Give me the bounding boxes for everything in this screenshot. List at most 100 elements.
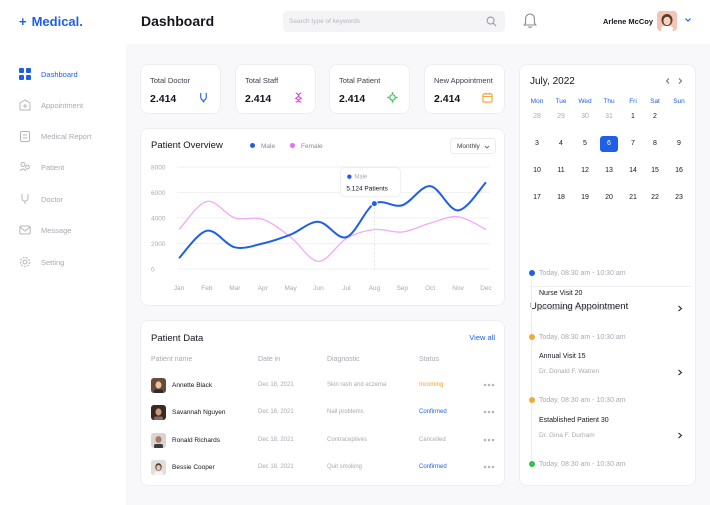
x-tick-label: Dec xyxy=(480,285,492,292)
calendar-day[interactable]: 19 xyxy=(581,194,589,201)
user-name[interactable]: Arlene McCoy xyxy=(603,17,654,26)
user-avatar[interactable] xyxy=(657,11,677,31)
clipboard-icon xyxy=(20,131,30,142)
calendar-day[interactable]: 4 xyxy=(559,140,563,147)
stat-card-total-staff[interactable]: Total Staff 2.414 xyxy=(235,64,316,114)
hospital-icon xyxy=(19,99,31,111)
table-row[interactable]: Annette Black Dec 18, 2021 Skin rash and… xyxy=(141,376,505,398)
calendar-day[interactable]: 31 xyxy=(605,113,613,120)
calendar-day[interactable]: 21 xyxy=(629,194,637,201)
more-options-icon[interactable] xyxy=(483,409,495,415)
table-row[interactable]: Bessie Cooper Dec 18, 2021 Quit smoking … xyxy=(141,458,505,480)
sidebar-item-doctor[interactable]: Doctor xyxy=(19,191,119,207)
stat-value: 2.414 xyxy=(150,93,177,105)
more-options-icon[interactable] xyxy=(483,382,495,388)
sidebar-item-patient[interactable]: Patient xyxy=(19,159,119,175)
calendar-day-name: Tue xyxy=(555,98,567,105)
calendar-day[interactable]: 18 xyxy=(557,194,565,201)
stethoscope-icon xyxy=(21,194,29,204)
calendar-day[interactable]: 15 xyxy=(651,167,659,174)
calendar-day-name: Sun xyxy=(673,98,685,105)
chevron-right-icon[interactable] xyxy=(677,369,683,376)
calendar-day[interactable]: 17 xyxy=(533,194,541,201)
stat-value: 2.414 xyxy=(339,93,366,105)
more-options-icon[interactable] xyxy=(483,464,495,470)
sidebar-item-message[interactable]: Message xyxy=(19,222,119,238)
calendar-day[interactable]: 16 xyxy=(675,167,683,174)
calendar-day[interactable]: 3 xyxy=(535,140,539,147)
column-header-diagnostic: Diagnostic xyxy=(327,356,360,363)
x-tick-label: Mar xyxy=(229,285,241,292)
highlight-point[interactable] xyxy=(370,200,378,208)
sidebar-item-medical-report[interactable]: Medical Report xyxy=(19,128,119,144)
chevron-left-icon[interactable] xyxy=(664,77,672,85)
sidebar-item-setting[interactable]: Setting xyxy=(19,254,119,270)
calendar-icon xyxy=(482,92,493,103)
dna-icon xyxy=(294,92,303,103)
calendar-day[interactable]: 13 xyxy=(605,167,613,174)
chevron-right-icon[interactable] xyxy=(677,305,683,312)
x-tick-label: Jun xyxy=(313,285,324,292)
status-badge: Confirmed xyxy=(419,464,447,470)
calendar-day[interactable]: 12 xyxy=(581,167,589,174)
appointment-name[interactable]: Nurse Visit 20 xyxy=(539,290,583,297)
sidebar-item-appointment[interactable]: Appointment xyxy=(19,97,119,113)
timeline-dot xyxy=(529,334,535,340)
calendar-day[interactable]: 9 xyxy=(677,140,681,147)
calendar-day[interactable]: 10 xyxy=(533,167,541,174)
calendar-day[interactable]: 8 xyxy=(653,140,657,147)
stat-card-total-doctor[interactable]: Total Doctor 2.414 xyxy=(140,64,221,114)
more-options-icon[interactable] xyxy=(483,437,495,443)
table-row[interactable]: Ronald Richards Dec 18, 2021 Contracepti… xyxy=(141,431,505,453)
calendar-day[interactable]: 6 xyxy=(600,136,618,152)
patient-avatar xyxy=(151,460,166,475)
calendar-day[interactable]: 20 xyxy=(605,194,613,201)
bell-icon[interactable] xyxy=(522,12,538,30)
calendar-day[interactable]: 2 xyxy=(653,113,657,120)
calendar-day[interactable]: 14 xyxy=(629,167,637,174)
appointment-name[interactable]: Established Patient 30 xyxy=(539,417,609,424)
column-header-status: Status xyxy=(419,356,439,363)
calendar-day[interactable]: 28 xyxy=(533,113,541,120)
sidebar-item-label: Dashboard xyxy=(41,70,78,79)
column-header-date: Date in xyxy=(258,356,281,363)
brand-logo[interactable]: + Medical. xyxy=(19,14,83,29)
calendar-day[interactable]: 11 xyxy=(557,167,565,174)
patient-date: Dec 18, 2021 xyxy=(258,409,294,415)
stat-label: Total Staff xyxy=(245,76,279,85)
view-all-link[interactable]: View all xyxy=(469,333,495,342)
y-tick-label: 0 xyxy=(151,267,155,274)
tooltip-box xyxy=(339,167,401,198)
chevron-down-icon[interactable] xyxy=(684,16,692,24)
calendar-day[interactable]: 30 xyxy=(581,113,589,120)
envelope-icon xyxy=(19,225,31,235)
chevron-right-icon[interactable] xyxy=(676,77,684,85)
period-dropdown[interactable]: Monthly xyxy=(450,138,496,154)
sidebar-item-dashboard[interactable]: Dashboard xyxy=(19,66,119,82)
stat-card-new-appointment[interactable]: New Appointment 2.414 xyxy=(424,64,505,114)
appointment-doctor: Dr. Gina F. Durham xyxy=(539,432,595,439)
sidebar-item-label: Setting xyxy=(41,258,65,267)
appointment-name[interactable]: Annual Visit 15 xyxy=(539,353,586,360)
calendar-day[interactable]: 1 xyxy=(631,113,635,120)
stat-card-total-patient[interactable]: Total Patient 2.414 xyxy=(329,64,410,114)
calendar-day-name: Wed xyxy=(578,98,592,105)
calendar-day[interactable]: 22 xyxy=(651,194,659,201)
patient-diagnostic: Nail problems xyxy=(327,409,364,415)
search-input[interactable] xyxy=(289,14,479,29)
legend-male: Male xyxy=(250,142,275,150)
brand-name: Medical. xyxy=(31,14,83,29)
chevron-right-icon[interactable] xyxy=(677,432,683,439)
calendar-day[interactable]: 7 xyxy=(631,140,635,147)
calendar-panel: July, 2022 Mon Tue Wed Thu Fri Sat Sun 28 29 30 31… xyxy=(519,64,696,486)
appointment-time: Today, 08:30 am - 10:30 am xyxy=(539,334,626,341)
calendar-day[interactable]: 5 xyxy=(583,140,587,147)
patient-diagnostic: Quit smoking xyxy=(327,464,363,470)
calendar-day[interactable]: 29 xyxy=(557,113,565,120)
stat-value: 2.414 xyxy=(245,93,272,105)
search-icon[interactable] xyxy=(486,16,497,27)
calendar-day[interactable]: 23 xyxy=(675,194,683,201)
stat-label: Total Patient xyxy=(339,76,381,85)
x-tick-label: Nov xyxy=(452,285,464,292)
table-row[interactable]: Savannah Nguyen Dec 18, 2021 Nail proble… xyxy=(141,403,505,425)
